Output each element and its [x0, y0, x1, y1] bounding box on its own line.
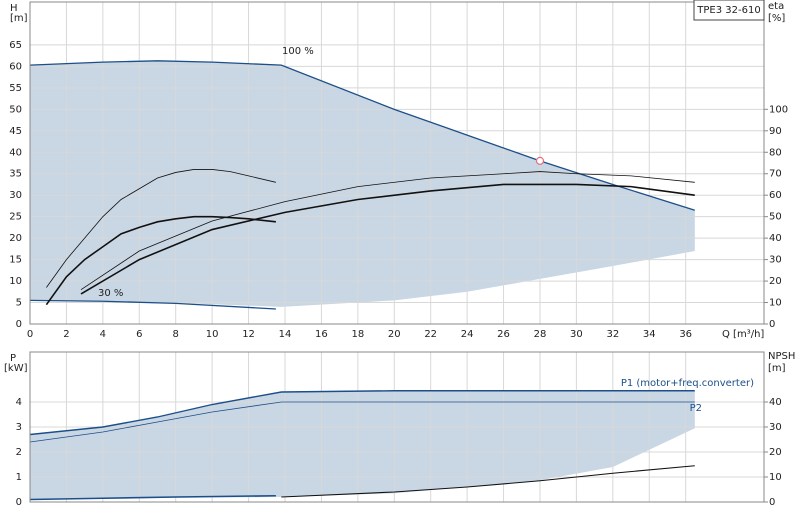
y2-tick-label: 50 — [769, 212, 782, 223]
x-axis-label: Q [m³/h] — [722, 329, 764, 340]
y2-tick-label: 0 — [769, 497, 775, 508]
chart-panel: 0 2 4 6 8 10 12 14 16 18 20 22 24 26 28 30 32 34 360510152… — [9, 0, 788, 340]
y2-tick-label: 80 — [769, 147, 782, 158]
y2-tick-label: 100 — [769, 104, 788, 115]
y2-tick-label: 40 — [769, 397, 782, 408]
operating-region — [30, 390, 695, 500]
y-tick-label: 20 — [9, 233, 22, 244]
y2-tick-label: 30 — [769, 422, 782, 433]
x-tick-label: 34 — [643, 329, 656, 340]
x-tick-label: 18 — [351, 329, 364, 340]
plot-frame — [29, 351, 765, 503]
x-tick-label: 8 — [173, 329, 179, 340]
y2-tick-label: 10 — [769, 472, 782, 483]
curve-label: P2 — [690, 403, 702, 414]
x-tick-label: 2 — [63, 329, 69, 340]
y-tick-label: 5 — [16, 298, 22, 309]
x-tick-label: 20 — [388, 329, 401, 340]
y2-axis-unit: [m] — [768, 363, 786, 374]
y2-tick-label: 30 — [769, 255, 782, 266]
curve — [281, 465, 695, 498]
y2-tick-label: 90 — [769, 126, 782, 137]
y-tick-label: 15 — [9, 255, 22, 266]
y2-tick-label: 0 — [769, 319, 775, 330]
y2-tick-label: 20 — [769, 276, 782, 287]
x-tick-label: 6 — [136, 329, 142, 340]
y2-axis-label: NPSH — [768, 351, 795, 362]
curve — [80, 183, 695, 295]
y-tick-label: 50 — [9, 104, 22, 115]
curve — [80, 171, 695, 290]
x-tick-label: 26 — [497, 329, 510, 340]
x-tick-label: 0 — [27, 329, 33, 340]
plot-frame — [29, 1, 765, 325]
y-axis-unit: [kW] — [4, 363, 28, 374]
curve-label: 30 % — [98, 288, 123, 299]
x-tick-label: 36 — [679, 329, 692, 340]
x-tick-label: 30 — [570, 329, 583, 340]
y-tick-label: 10 — [9, 276, 22, 287]
x-tick-label: 32 — [606, 329, 619, 340]
y-tick-label: 45 — [9, 126, 22, 137]
curve — [29, 401, 695, 443]
y-axis-unit: [m] — [10, 13, 28, 24]
x-tick-label: 12 — [242, 329, 255, 340]
y-tick-label: 60 — [9, 61, 22, 72]
y-tick-label: 30 — [9, 190, 22, 201]
y2-tick-label: 40 — [769, 233, 782, 244]
y-tick-label: 1 — [16, 472, 22, 483]
y-tick-label: 25 — [9, 212, 22, 223]
curve — [46, 169, 276, 288]
y2-tick-label: 10 — [769, 298, 782, 309]
y2-tick-label: 70 — [769, 169, 782, 180]
curve — [29, 299, 276, 310]
y2-tick-label: 20 — [769, 447, 782, 458]
x-tick-label: 24 — [461, 329, 474, 340]
y-tick-label: 65 — [9, 40, 22, 51]
x-tick-label: 10 — [206, 329, 219, 340]
x-tick-label: 28 — [534, 329, 547, 340]
y-tick-label: 55 — [9, 83, 22, 94]
x-tick-label: 22 — [424, 329, 437, 340]
y-axis-label: H — [10, 3, 18, 14]
curve-label: 100 % — [282, 46, 314, 57]
y-tick-label: 35 — [9, 169, 22, 180]
y-tick-label: 0 — [16, 497, 22, 508]
duty-point — [535, 156, 545, 165]
y-tick-label: 4 — [16, 397, 22, 408]
y-axis-label: P — [10, 353, 16, 364]
curve — [29, 494, 276, 501]
y2-tick-label: 60 — [769, 190, 782, 201]
y-tick-label: 40 — [9, 147, 22, 158]
y-tick-label: 2 — [16, 447, 22, 458]
y-tick-label: 0 — [16, 319, 22, 330]
curve-label: P1 (motor+freq.converter) — [621, 378, 754, 389]
chart-title: TPE3 32-610 — [696, 5, 760, 16]
operating-region — [30, 60, 695, 307]
y2-axis-unit: [%] — [768, 13, 785, 24]
x-tick-label: 14 — [279, 329, 292, 340]
curve — [45, 215, 276, 306]
title-box — [693, 0, 765, 21]
x-tick-label: 4 — [100, 329, 106, 340]
curve — [29, 390, 695, 436]
x-tick-label: 16 — [315, 329, 328, 340]
y-tick-label: 3 — [16, 422, 22, 433]
y2-axis-label: eta — [768, 1, 784, 12]
curve — [29, 60, 695, 211]
